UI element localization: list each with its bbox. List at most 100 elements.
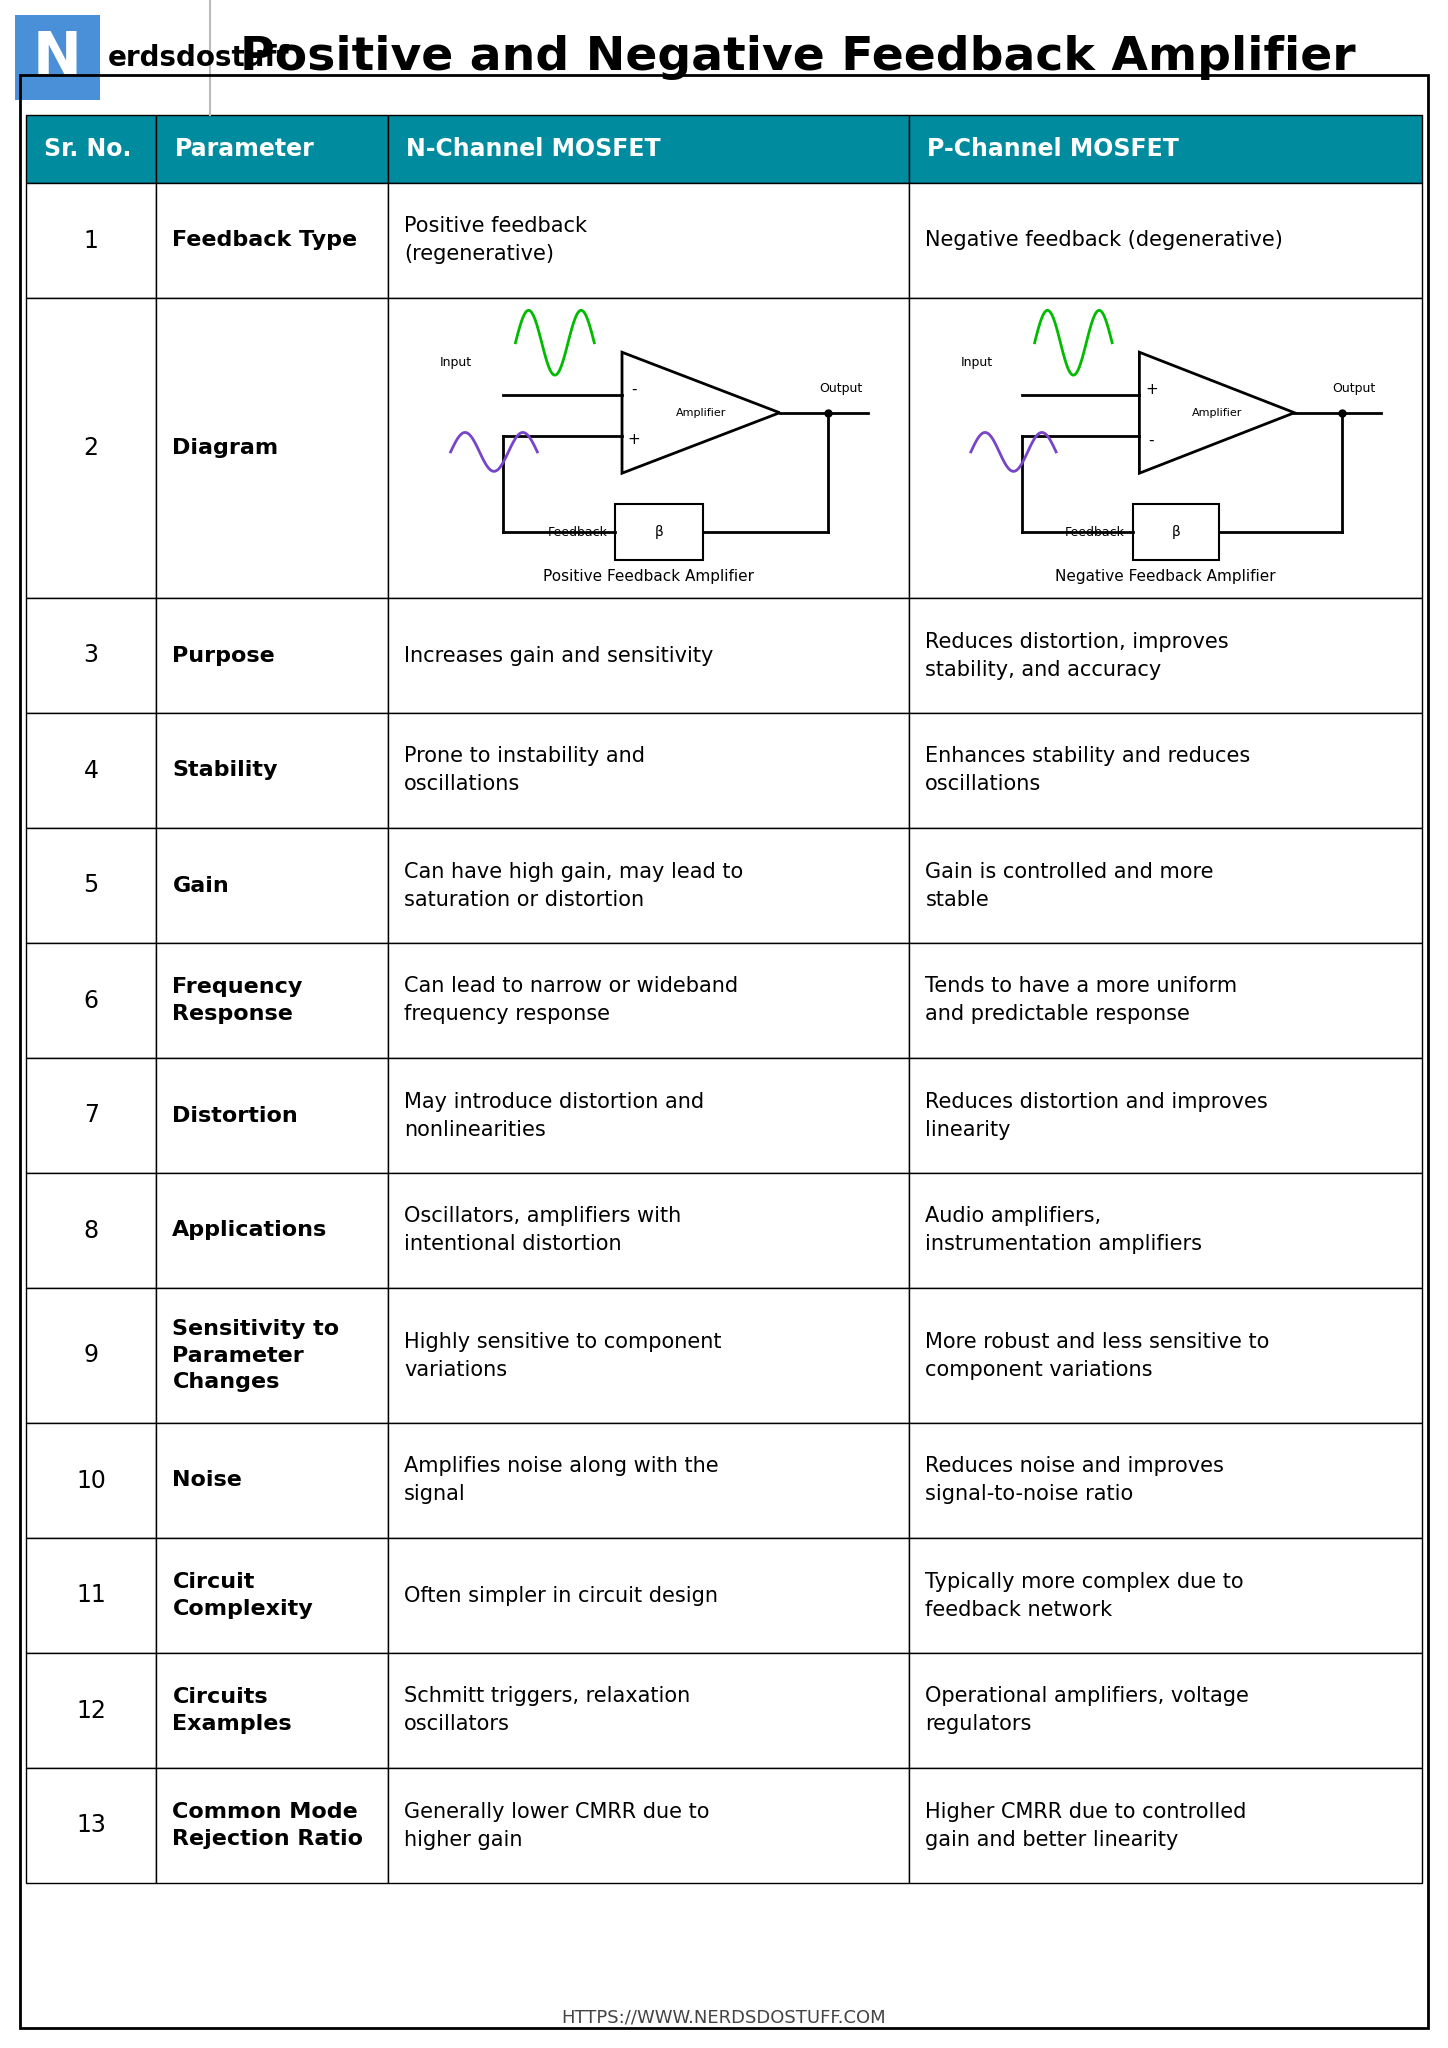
Text: P-Channel MOSFET: P-Channel MOSFET [927,137,1179,162]
Text: Generally lower CMRR due to
higher gain: Generally lower CMRR due to higher gain [404,1802,710,1849]
Text: Reduces distortion, improves
stability, and accuracy: Reduces distortion, improves stability, … [925,631,1229,680]
Text: 12: 12 [77,1698,106,1722]
Bar [388,713,909,827]
Bar [388,942,909,1059]
Text: Purpose: Purpose [172,645,275,666]
Text: Negative feedback (degenerative): Negative feedback (degenerative) [925,231,1283,250]
Text: Increases gain and sensitivity: Increases gain and sensitivity [404,645,714,666]
Text: Input: Input [440,356,472,369]
Bar [156,1059,388,1174]
Text: Amplifies noise along with the
signal: Amplifies noise along with the signal [404,1456,718,1505]
Bar [909,182,1422,299]
Bar [388,1288,909,1423]
Bar [909,115,1422,182]
Text: 10: 10 [77,1468,106,1493]
Bar [909,1288,1422,1423]
Text: 4: 4 [84,758,98,782]
Text: Positive feedback
(regenerative): Positive feedback (regenerative) [404,217,586,264]
Bar [0,0,1448,115]
Bar [156,598,388,713]
Text: Highly sensitive to component
variations: Highly sensitive to component variations [404,1331,721,1380]
Bar [388,1174,909,1288]
Text: Positive and Negative Feedback Amplifier: Positive and Negative Feedback Amplifier [240,35,1355,80]
Text: Distortion: Distortion [172,1106,298,1126]
Text: Output: Output [1332,383,1376,395]
Text: Circuit
Complexity: Circuit Complexity [172,1573,313,1618]
Text: Common Mode
Rejection Ratio: Common Mode Rejection Ratio [172,1802,363,1849]
Text: Applications: Applications [172,1221,327,1241]
Bar [388,115,909,182]
Text: Oscillators, amplifiers with
intentional distortion: Oscillators, amplifiers with intentional… [404,1206,682,1255]
Text: Feedback: Feedback [1064,526,1125,539]
Text: -: - [631,383,637,397]
Bar [26,115,156,182]
Text: More robust and less sensitive to
component variations: More robust and less sensitive to compon… [925,1331,1270,1380]
Bar [1132,504,1219,559]
Text: Operational amplifiers, voltage
regulators: Operational amplifiers, voltage regulato… [925,1686,1250,1735]
Bar [388,827,909,942]
Bar [388,1653,909,1767]
Text: Sr. No.: Sr. No. [43,137,132,162]
Text: Tends to have a more uniform
and predictable response: Tends to have a more uniform and predict… [925,977,1238,1024]
Text: Parameter: Parameter [174,137,314,162]
Bar [156,1767,388,1882]
Bar [156,942,388,1059]
Bar [388,598,909,713]
Text: Reduces noise and improves
signal-to-noise ratio: Reduces noise and improves signal-to-noi… [925,1456,1224,1505]
Text: Diagram: Diagram [172,438,278,459]
Bar [26,1288,156,1423]
Bar [26,1059,156,1174]
Bar [26,1423,156,1538]
Bar [156,299,388,598]
Bar [909,942,1422,1059]
Text: +: + [627,432,640,446]
Bar [156,713,388,827]
Bar [909,299,1422,598]
Bar [909,713,1422,827]
Bar [388,1423,909,1538]
Bar [26,1767,156,1882]
Bar [26,1174,156,1288]
Text: Input: Input [960,356,993,369]
Text: 7: 7 [84,1104,98,1128]
Bar [388,1059,909,1174]
Text: N: N [33,29,83,86]
Bar [388,1767,909,1882]
Bar [156,1423,388,1538]
Text: Schmitt triggers, relaxation
oscillators: Schmitt triggers, relaxation oscillators [404,1686,691,1735]
Bar [156,115,388,182]
Text: 8: 8 [84,1219,98,1243]
Text: Higher CMRR due to controlled
gain and better linearity: Higher CMRR due to controlled gain and b… [925,1802,1247,1849]
Bar [26,182,156,299]
Text: Frequency
Response: Frequency Response [172,977,303,1024]
Bar [26,1653,156,1767]
Bar [26,713,156,827]
Bar [156,1174,388,1288]
Text: Enhances stability and reduces
oscillations: Enhances stability and reduces oscillati… [925,748,1251,795]
Text: Amplifier: Amplifier [1192,408,1242,418]
Text: +: + [1145,383,1158,397]
Bar [909,1653,1422,1767]
Bar [909,827,1422,942]
Bar [909,1538,1422,1653]
Text: Can have high gain, may lead to
saturation or distortion: Can have high gain, may lead to saturati… [404,862,743,909]
Bar [26,598,156,713]
Bar [909,598,1422,713]
Text: β: β [654,524,663,539]
Text: Stability: Stability [172,760,278,780]
Text: 13: 13 [77,1812,106,1837]
Text: 6: 6 [84,989,98,1012]
Text: Output: Output [820,383,863,395]
Bar [909,1059,1422,1174]
Bar [615,504,702,559]
Text: Feedback Type: Feedback Type [172,231,358,250]
Bar [909,1174,1422,1288]
Text: 5: 5 [84,874,98,897]
Text: Feedback: Feedback [547,526,607,539]
Bar [26,299,156,598]
Bar [156,1538,388,1653]
Text: Often simpler in circuit design: Often simpler in circuit design [404,1585,718,1606]
Text: N-Channel MOSFET: N-Channel MOSFET [405,137,660,162]
Text: 1: 1 [84,229,98,252]
Bar [26,827,156,942]
